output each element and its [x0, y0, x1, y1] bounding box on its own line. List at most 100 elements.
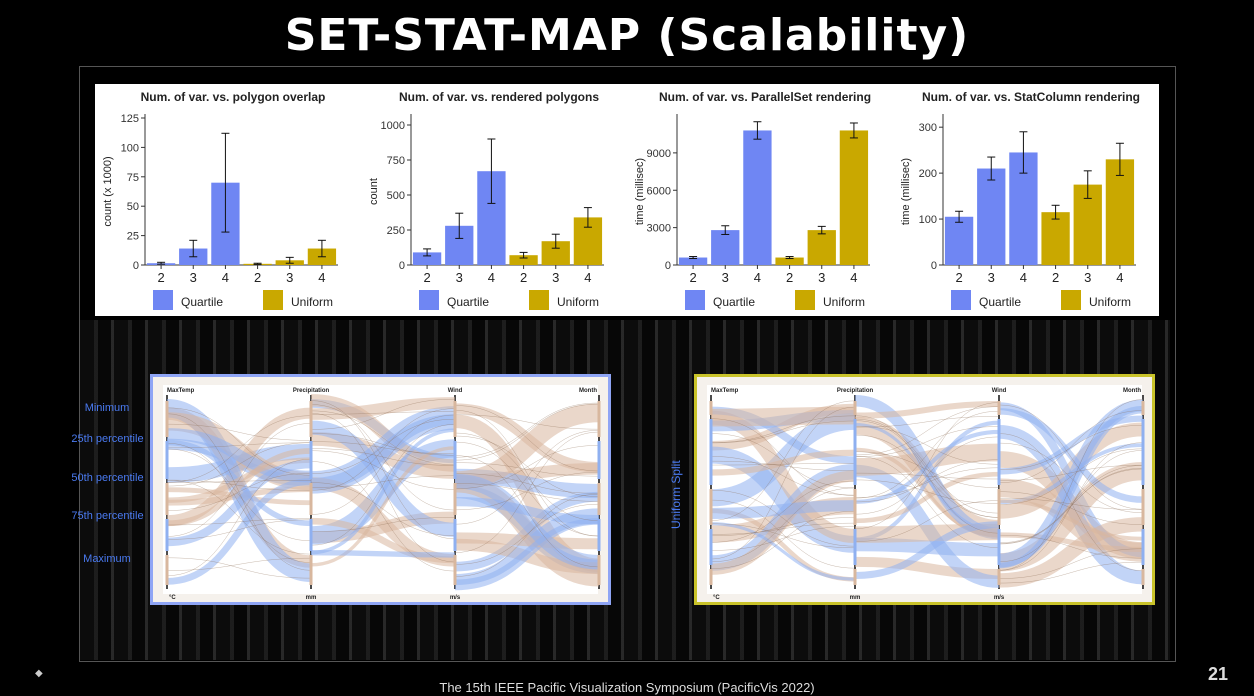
ps-thread — [166, 479, 312, 491]
ps-unit-label: °C — [169, 595, 176, 601]
ps-category-block — [709, 569, 713, 585]
ps-axis-label: Wind — [992, 388, 1007, 394]
ps-category-block — [165, 483, 169, 515]
ps-thread — [854, 500, 1000, 542]
ps-category-block — [453, 483, 457, 515]
ps-thread — [998, 464, 1144, 481]
ps-category-block — [453, 441, 457, 479]
percentile-label-maximum: Maximum — [83, 553, 131, 565]
ps-thread — [854, 410, 1000, 499]
bar-uniform-4 — [1105, 159, 1135, 265]
y-tick-label: 3000 — [647, 223, 671, 235]
ps-thread — [854, 402, 1000, 530]
ps-thread — [454, 483, 600, 502]
ps-thread — [998, 491, 1144, 525]
ps-thread — [166, 557, 312, 579]
bar-quartile-2 — [944, 216, 974, 265]
ps-axis-label: MaxTemp — [711, 388, 739, 394]
x-tick-label: 3 — [552, 270, 559, 285]
x-tick-label: 2 — [1052, 270, 1059, 285]
ps-band — [998, 408, 1144, 503]
chart-1: Num. of var. vs. polygon overlap count (x… — [102, 90, 338, 310]
ps-thread — [854, 436, 1000, 515]
y-tick-label: 6000 — [647, 185, 671, 197]
x-tick-label: 2 — [254, 270, 261, 285]
ps-thread — [710, 522, 856, 535]
ps-category-block — [597, 555, 601, 585]
legend-swatch-quartile — [951, 290, 971, 310]
y-axis-label: count — [368, 178, 380, 205]
legend-label-uniform: Uniform — [1089, 295, 1131, 309]
ps-thread — [710, 490, 856, 547]
ps-category-block — [597, 401, 601, 437]
ps-category-block — [709, 529, 713, 565]
ps-thread — [310, 413, 456, 563]
legend-label-quartile: Quartile — [713, 295, 755, 309]
ps-thread — [310, 475, 456, 488]
ps-band — [454, 518, 600, 585]
ps-thread — [998, 404, 1144, 510]
ps-thread — [166, 557, 312, 571]
ps-category-block — [853, 401, 857, 415]
x-tick-label: 3 — [286, 270, 293, 285]
percentile-label-50th: 50th percentile — [71, 472, 144, 484]
ps-category-block — [453, 555, 457, 585]
slide-title: SET-STAT-MAP (Scalability) — [284, 10, 970, 61]
ps-thread — [454, 402, 600, 458]
x-tick-label: 2 — [157, 270, 164, 285]
charts-panel: Num. of var. vs. polygon overlap count (x… — [95, 84, 1159, 316]
y-tick-label: 75 — [127, 172, 139, 184]
ps-thread — [854, 415, 1000, 534]
ps-category-block — [453, 519, 457, 551]
legend-swatch-quartile — [153, 290, 173, 310]
parallel-sets-quartile-svg: MaxTemp Precipitation Wind Month °C mm m/s — [163, 385, 601, 601]
x-tick-label: 3 — [818, 270, 825, 285]
ps-thread — [454, 462, 600, 477]
ps-band — [166, 407, 312, 527]
legend-swatch-quartile — [419, 290, 439, 310]
legend-swatch-uniform — [263, 290, 283, 310]
ps-thread — [998, 442, 1144, 571]
ps-thread — [710, 487, 856, 562]
ps-thread — [310, 404, 456, 511]
ps-category-block — [997, 569, 1001, 585]
ps-category-block — [853, 529, 857, 565]
ps-thread — [454, 445, 600, 489]
ps-unit-label: mm — [306, 595, 317, 601]
ps-thread — [310, 411, 456, 415]
ps-category-block — [997, 489, 1001, 525]
ps-category-block — [1141, 419, 1145, 485]
ps-unit-label: mm — [850, 595, 861, 601]
parallel-sets-uniform: MaxTemp Precipitation Wind Month °C mm m/s — [694, 374, 1155, 605]
x-tick-label: 4 — [1116, 270, 1123, 285]
ps-thread — [854, 451, 1000, 488]
y-tick-label: 500 — [387, 190, 405, 202]
ps-thread — [166, 442, 312, 449]
legend-label-uniform: Uniform — [557, 295, 599, 309]
ps-band — [998, 517, 1144, 588]
bar-uniform-3 — [807, 230, 836, 265]
ps-thread — [710, 460, 856, 471]
ps-thread — [854, 406, 1000, 456]
ps-thread — [166, 442, 312, 487]
legend-swatch-uniform — [529, 290, 549, 310]
y-tick-label: 300 — [919, 122, 937, 134]
ps-thread — [710, 415, 856, 443]
ps-category-block — [309, 441, 313, 479]
parallel-sets-quartile: MaxTemp Precipitation Wind Month °C mm m/s — [150, 374, 611, 605]
ps-thread — [854, 426, 1000, 465]
slide-dot: ◆ — [35, 668, 43, 679]
y-tick-label: 125 — [121, 113, 139, 125]
ps-band — [854, 429, 1000, 504]
x-tick-label: 2 — [689, 270, 696, 285]
ps-axis-label: Month — [1123, 388, 1141, 394]
y-axis-label: time (millisec) — [900, 158, 912, 225]
x-tick-label: 3 — [988, 270, 995, 285]
ps-thread — [454, 455, 600, 568]
percentile-label-75th: 75th percentile — [71, 510, 144, 522]
ps-axis-label: Precipitation — [837, 388, 874, 394]
ps-thread — [998, 548, 1144, 579]
chart-2: Num. of var. vs. rendered polygons count 0… — [368, 90, 604, 310]
ps-thread — [310, 418, 456, 474]
ps-unit-label: m/s — [450, 595, 461, 601]
